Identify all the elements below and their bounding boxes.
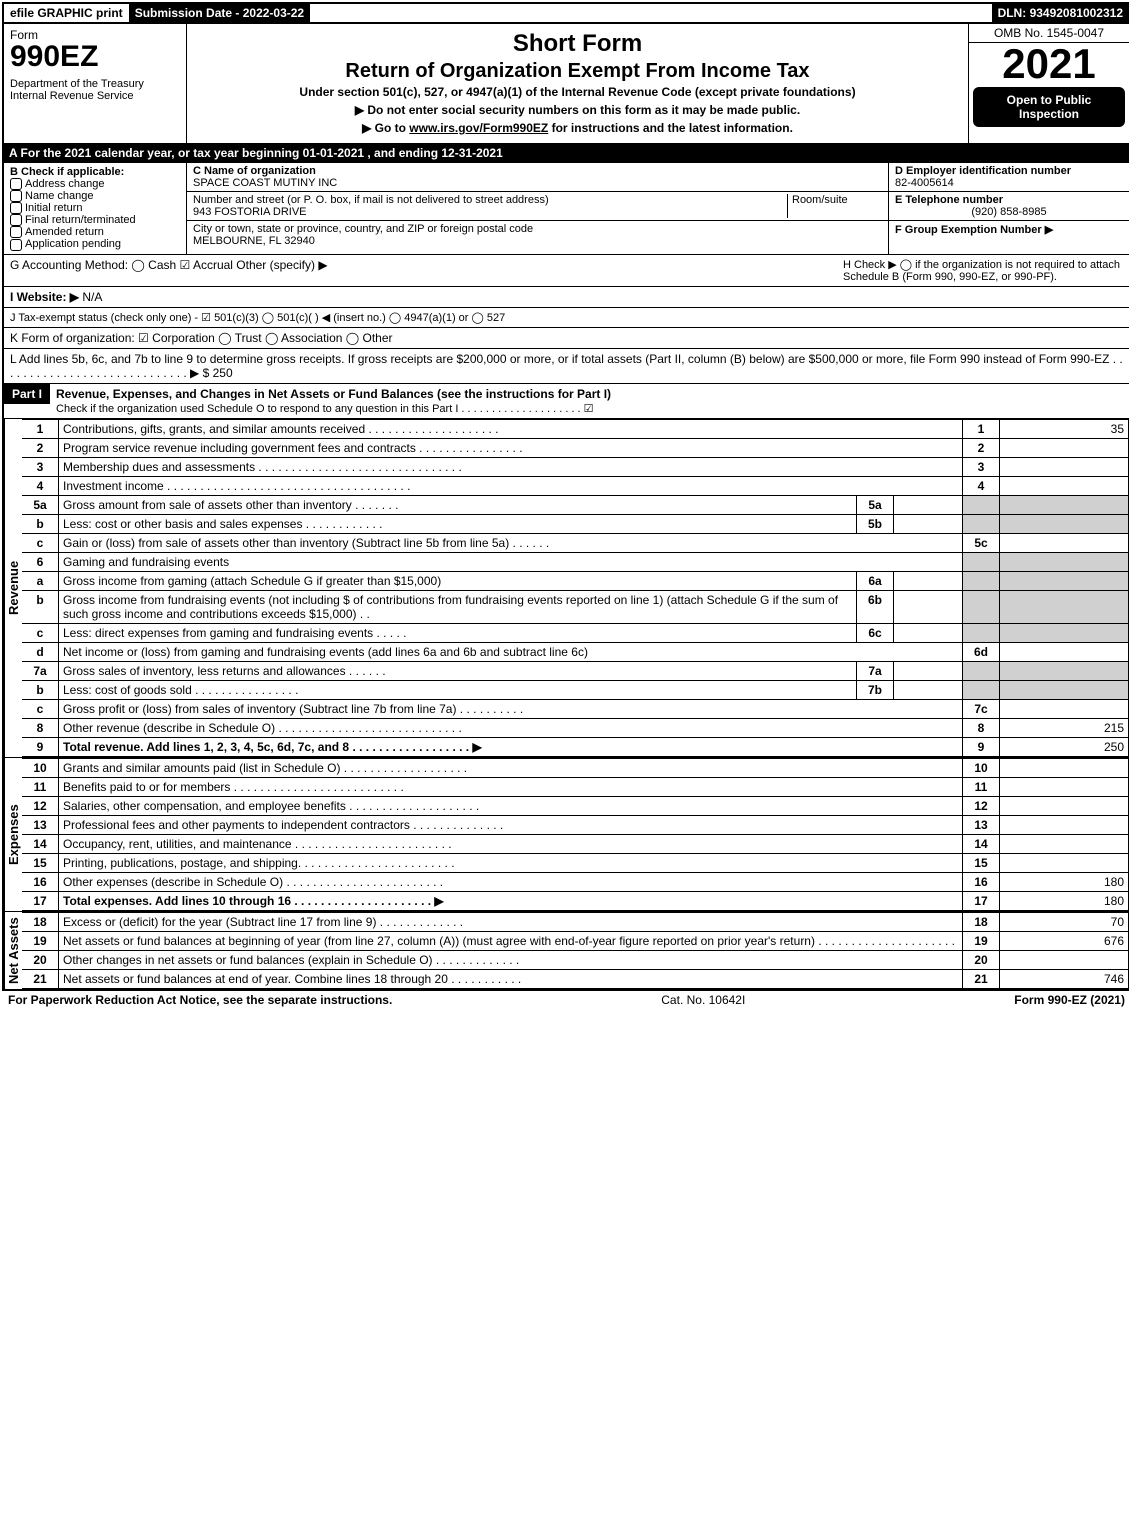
expenses-section: Expenses 10Grants and similar amounts pa… [2, 757, 1129, 911]
line-H: H Check ▶ ◯ if the organization is not r… [843, 258, 1123, 283]
phone: (920) 858-8985 [895, 206, 1123, 218]
chk-amended[interactable]: Amended return [10, 226, 180, 238]
table-row: 6Gaming and fundraising events [22, 552, 1129, 571]
submission-date: Submission Date - 2022-03-22 [129, 4, 310, 22]
footer-left: For Paperwork Reduction Act Notice, see … [8, 993, 392, 1007]
irs-link[interactable]: www.irs.gov/Form990EZ [409, 121, 548, 135]
line-K: K Form of organization: ☑ Corporation ◯ … [2, 328, 1129, 349]
footer-right: Form 990-EZ (2021) [1014, 993, 1125, 1007]
table-row: 1Contributions, gifts, grants, and simil… [22, 419, 1129, 438]
table-row: dNet income or (loss) from gaming and fu… [22, 642, 1129, 661]
footer-mid: Cat. No. 10642I [661, 993, 745, 1007]
form-header: Form 990EZ Department of the Treasury In… [2, 24, 1129, 143]
title: Return of Organization Exempt From Incom… [191, 60, 964, 83]
street: 943 FOSTORIA DRIVE [193, 206, 307, 218]
line-A: A For the 2021 calendar year, or tax yea… [2, 143, 1129, 163]
table-row: 19Net assets or fund balances at beginni… [22, 931, 1129, 950]
ein: 82-4005614 [895, 177, 954, 189]
line-G: G Accounting Method: ◯ Cash ☑ Accrual Ot… [10, 258, 843, 283]
note2: ▶ Go to www.irs.gov/Form990EZ for instru… [191, 121, 964, 135]
table-row: 2Program service revenue including gover… [22, 438, 1129, 457]
chk-final[interactable]: Final return/terminated [10, 214, 180, 226]
form-number: 990EZ [10, 42, 180, 72]
org-name: SPACE COAST MUTINY INC [193, 177, 337, 189]
table-row: 20Other changes in net assets or fund ba… [22, 950, 1129, 969]
table-row: bLess: cost of goods sold . . . . . . . … [22, 680, 1129, 699]
line-I: I Website: ▶ N/A [2, 287, 1129, 308]
footer: For Paperwork Reduction Act Notice, see … [2, 991, 1129, 1009]
chk-name[interactable]: Name change [10, 190, 180, 202]
B-label: B Check if applicable: [10, 166, 180, 178]
chk-initial[interactable]: Initial return [10, 202, 180, 214]
dln: DLN: 93492081002312 [992, 4, 1129, 22]
table-row: 7aGross sales of inventory, less returns… [22, 661, 1129, 680]
table-row: 4Investment income . . . . . . . . . . .… [22, 476, 1129, 495]
city-label: City or town, state or province, country… [193, 223, 533, 235]
table-row: cGross profit or (loss) from sales of in… [22, 699, 1129, 718]
chk-address[interactable]: Address change [10, 178, 180, 190]
irs: Internal Revenue Service [10, 90, 180, 102]
short-form: Short Form [191, 30, 964, 58]
line-L: L Add lines 5b, 6c, and 7b to line 9 to … [2, 349, 1129, 384]
D-label: D Employer identification number [895, 165, 1071, 177]
table-row: aGross income from gaming (attach Schedu… [22, 571, 1129, 590]
city: MELBOURNE, FL 32940 [193, 235, 315, 247]
table-row: bLess: cost or other basis and sales exp… [22, 514, 1129, 533]
C-label: C Name of organization [193, 165, 316, 177]
table-row: 10Grants and similar amounts paid (list … [22, 758, 1129, 777]
part1-header: Part I Revenue, Expenses, and Changes in… [2, 384, 1129, 419]
table-row: 11Benefits paid to or for members . . . … [22, 777, 1129, 796]
street-label: Number and street (or P. O. box, if mail… [193, 194, 549, 206]
table-row: bGross income from fundraising events (n… [22, 590, 1129, 623]
netassets-section: Net Assets 18Excess or (deficit) for the… [2, 911, 1129, 991]
E-label: E Telephone number [895, 194, 1003, 206]
table-row: 5aGross amount from sale of assets other… [22, 495, 1129, 514]
table-row: 16Other expenses (describe in Schedule O… [22, 872, 1129, 891]
subtitle: Under section 501(c), 527, or 4947(a)(1)… [191, 85, 964, 99]
note1: ▶ Do not enter social security numbers o… [191, 103, 964, 117]
expenses-vlabel: Expenses [4, 758, 22, 911]
room-label: Room/suite [787, 194, 882, 218]
table-row: 17Total expenses. Add lines 10 through 1… [22, 891, 1129, 910]
table-row: cGain or (loss) from sale of assets othe… [22, 533, 1129, 552]
line-J: J Tax-exempt status (check only one) - ☑… [2, 308, 1129, 328]
revenue-vlabel: Revenue [4, 419, 22, 757]
table-row: 12Salaries, other compensation, and empl… [22, 796, 1129, 815]
efile-label: efile GRAPHIC print [4, 4, 129, 22]
table-row: 8Other revenue (describe in Schedule O) … [22, 718, 1129, 737]
part1-sub: Check if the organization used Schedule … [56, 403, 594, 415]
table-row: 13Professional fees and other payments t… [22, 815, 1129, 834]
table-row: 18Excess or (deficit) for the year (Subt… [22, 912, 1129, 931]
table-row: 14Occupancy, rent, utilities, and mainte… [22, 834, 1129, 853]
info-block: B Check if applicable: Address change Na… [2, 163, 1129, 255]
netassets-vlabel: Net Assets [4, 912, 22, 989]
part1-title: Revenue, Expenses, and Changes in Net As… [56, 387, 611, 401]
table-row: 3Membership dues and assessments . . . .… [22, 457, 1129, 476]
revenue-section: Revenue 1Contributions, gifts, grants, a… [2, 419, 1129, 757]
line-GH: G Accounting Method: ◯ Cash ☑ Accrual Ot… [2, 255, 1129, 287]
table-row: cLess: direct expenses from gaming and f… [22, 623, 1129, 642]
table-row: 9Total revenue. Add lines 1, 2, 3, 4, 5c… [22, 737, 1129, 756]
table-row: 21Net assets or fund balances at end of … [22, 969, 1129, 988]
open-public: Open to Public Inspection [973, 87, 1125, 127]
chk-pending[interactable]: Application pending [10, 238, 180, 250]
table-row: 15Printing, publications, postage, and s… [22, 853, 1129, 872]
top-bar: efile GRAPHIC print Submission Date - 20… [2, 2, 1129, 24]
dept: Department of the Treasury [10, 78, 180, 90]
F-label: F Group Exemption Number ▶ [895, 224, 1053, 236]
part1-bar: Part I [4, 384, 50, 404]
tax-year: 2021 [969, 43, 1129, 85]
